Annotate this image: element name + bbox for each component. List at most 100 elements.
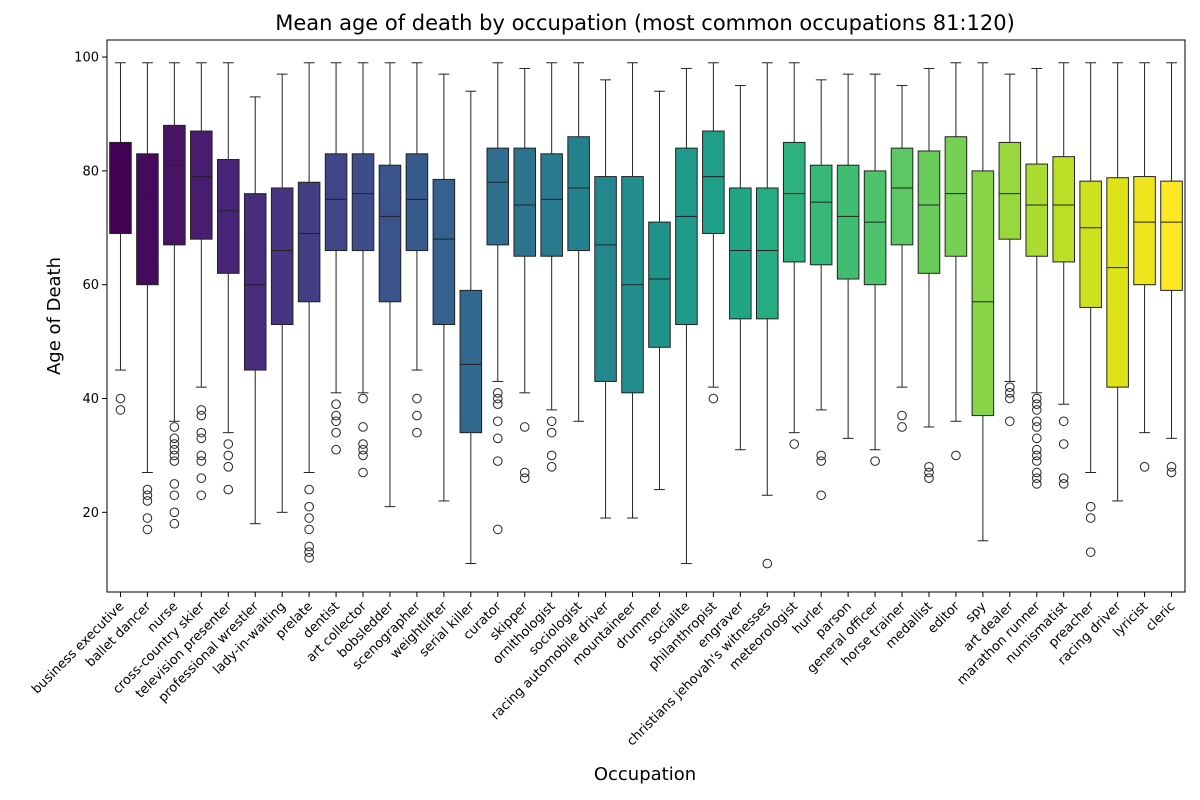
outlier-point	[196, 427, 207, 438]
box-bobsledder	[378, 62, 402, 508]
box-mountaineer	[621, 62, 644, 519]
box-spy	[971, 62, 995, 542]
box-hurler	[809, 79, 833, 501]
outlier-point	[1085, 513, 1096, 523]
outlier-point	[169, 444, 180, 455]
outlier-point	[412, 410, 422, 421]
box-christians-jehovah-s-witnesses	[755, 62, 779, 569]
outlier-point	[223, 462, 234, 472]
box-engraver	[729, 85, 752, 451]
box-body	[863, 170, 887, 286]
box-body	[486, 147, 510, 246]
box-body	[890, 147, 914, 246]
outlier-point	[304, 524, 314, 535]
outlier-point	[816, 450, 826, 461]
outlier-point	[1139, 462, 1150, 472]
outlier-point	[1005, 388, 1015, 398]
box-body	[567, 136, 590, 252]
box-body	[136, 153, 159, 286]
outlier-point	[1031, 399, 1042, 410]
box-cleric	[1160, 62, 1183, 478]
box-body	[243, 193, 267, 371]
y-tick-label: 100	[74, 51, 99, 66]
box-body	[459, 289, 483, 434]
outlier-point	[519, 467, 530, 478]
box-body	[1160, 180, 1183, 291]
outlier-point	[1031, 456, 1042, 466]
box-business-executive	[109, 62, 132, 415]
outlier-point	[304, 547, 314, 557]
outlier-point	[708, 393, 719, 404]
chart-title: Mean age of death by occupation (most co…	[275, 11, 1015, 35]
outlier-point	[492, 393, 503, 404]
outlier-point	[142, 490, 153, 501]
y-tick-label: 40	[82, 392, 99, 407]
outlier-point	[142, 484, 153, 495]
box-body	[163, 124, 186, 246]
outlier-point	[169, 490, 180, 501]
y-axis: 20 40 60 80 100	[74, 51, 107, 521]
box-body	[1079, 180, 1102, 308]
box-prelate	[297, 62, 321, 563]
outlier-point	[304, 541, 314, 552]
outlier-point	[789, 439, 800, 449]
box-editor	[944, 62, 968, 461]
outlier-point	[924, 467, 934, 478]
box-television-presenter	[216, 62, 240, 495]
outlier-point	[331, 444, 341, 455]
box-body	[729, 187, 752, 320]
outlier-point	[492, 416, 503, 427]
x-tick-label: editor	[925, 599, 963, 637]
outlier-point	[1058, 439, 1069, 449]
outlier-point	[1031, 467, 1042, 478]
outlier-point	[358, 444, 368, 455]
box-body	[216, 159, 240, 274]
outlier-point	[1085, 501, 1096, 512]
outlier-point	[169, 422, 180, 432]
box-marathon-runner	[1025, 67, 1049, 489]
outlier-point	[1031, 405, 1042, 415]
box-body	[971, 170, 995, 417]
box-cross-country-skier	[190, 62, 213, 501]
box-ballet-dancer	[136, 62, 159, 535]
outlier-point	[870, 456, 880, 466]
box-body	[594, 176, 617, 382]
outlier-point	[169, 507, 180, 518]
outlier-point	[223, 439, 234, 449]
outlier-point	[304, 484, 314, 495]
outlier-point	[331, 410, 341, 421]
box-racing-driver	[1106, 62, 1129, 502]
outlier-point	[196, 433, 207, 444]
outlier-point	[1031, 479, 1042, 489]
outlier-point	[169, 439, 180, 449]
x-axis-label: Occupation	[594, 764, 696, 785]
outlier-point	[169, 433, 180, 444]
outlier-point	[1058, 479, 1069, 489]
outlier-point	[115, 405, 126, 415]
outlier-point	[169, 518, 180, 529]
box-weightlifter	[432, 73, 456, 502]
box-body	[944, 136, 968, 257]
outlier-point	[169, 456, 180, 466]
box-body	[324, 153, 348, 252]
outlier-point	[897, 422, 907, 432]
box-horse-trainer	[890, 85, 914, 432]
box-body	[917, 150, 941, 274]
box-scenographer	[405, 62, 429, 438]
outlier-point	[169, 479, 180, 489]
box-body	[109, 141, 132, 234]
box-body	[1133, 176, 1156, 286]
plot-frame	[106, 39, 1186, 593]
outlier-point	[196, 405, 207, 415]
box-philanthropist	[702, 62, 725, 404]
outlier-point	[196, 473, 207, 483]
box-professional-wrestler	[243, 96, 267, 525]
outlier-point	[1031, 433, 1042, 444]
y-axis-label: Age of Death	[44, 257, 65, 375]
box-lady-in-waiting	[270, 73, 294, 513]
outlier-point	[492, 433, 503, 444]
y-tick-label: 20	[82, 506, 99, 521]
y-tick-label: 60	[82, 278, 99, 293]
outlier-point	[924, 473, 934, 483]
